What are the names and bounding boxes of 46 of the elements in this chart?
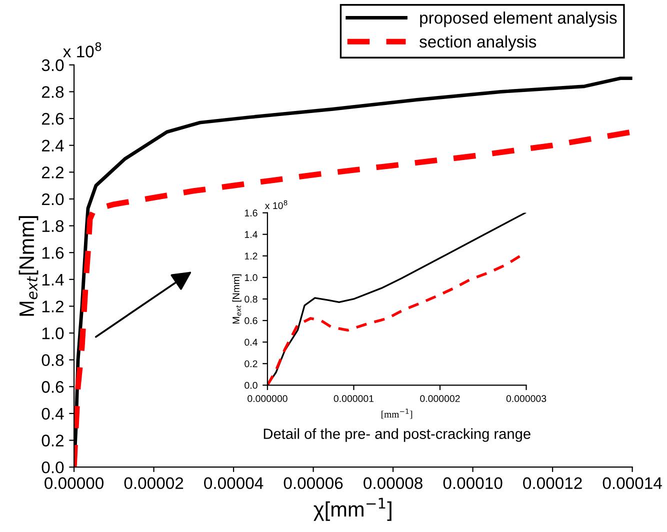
y-tick-label: 3.0 [42, 59, 64, 72]
y-axis-title: M$_{ext}$[Nmm] [18, 216, 38, 316]
y-tick-label: 0.4 [244, 338, 258, 346]
x-tick-label: 0.00006 [284, 477, 343, 490]
annotation: x 10$^{8}$ [264, 200, 288, 210]
y-tick-label: 0.0 [244, 382, 258, 389]
y-tick-label: 0.2 [42, 434, 64, 446]
y-tick-label: 2.0 [42, 193, 64, 206]
y-tick-label: 2.2 [42, 166, 64, 178]
x-tick-label: 0.00004 [204, 477, 264, 490]
x-tick-label: 0.00008 [364, 477, 422, 490]
y-tick-label: 2.8 [42, 86, 64, 98]
x-tick-label: 0.000002 [420, 395, 460, 402]
x-tick-label: 0.00014 [602, 477, 662, 490]
annotation: Detail of the pre- and post-cracking range [264, 428, 530, 442]
y-tick-label: 1.2 [42, 300, 64, 312]
y-tick-label: 1.0 [244, 274, 258, 282]
y-tick-label: 1.6 [244, 210, 258, 216]
y-tick-label: 2.6 [42, 112, 64, 125]
y-tick-label: 0.8 [244, 296, 258, 303]
y-tick-label: 1.4 [244, 231, 258, 238]
x-tick-label: 0.000000 [248, 395, 288, 402]
y-axis-title: M$_{ext}$ [Nmm] [232, 274, 242, 324]
x-tick-label: 0.000003 [506, 395, 546, 402]
y-tick-label: 0.8 [42, 354, 64, 366]
y-tick-label: 0.6 [244, 317, 258, 324]
x-tick-label: 0.00002 [124, 477, 184, 490]
x-tick-label: 0.00012 [523, 477, 582, 490]
y-tick-label: 1.2 [244, 252, 258, 260]
x-tick-label: 0.00010 [443, 477, 502, 490]
legend-label: proposed element analysis [420, 12, 617, 28]
text: x 10$^{8}$ [63, 42, 102, 58]
y-tick-label: 1.6 [42, 246, 64, 259]
y-tick-label: 0.2 [244, 360, 258, 368]
y-tick-label: 1.4 [42, 274, 64, 286]
x-tick-label: 0.00000 [44, 477, 104, 490]
x-axis-title: [mm$^{−1}$] [382, 408, 412, 419]
y-tick-label: 2.4 [42, 140, 64, 152]
legend-label: section analysis [420, 35, 536, 51]
y-tick-label: 0.6 [42, 381, 64, 393]
y-tick-label: 1.0 [42, 327, 64, 340]
x-tick-label: 0.000001 [334, 395, 374, 402]
x-axis-title: χ[mm$^{−1}$] [314, 498, 392, 521]
y-tick-label: 0.0 [42, 461, 64, 474]
y-tick-label: 0.4 [42, 408, 64, 420]
y-tick-label: 1.8 [42, 220, 64, 232]
